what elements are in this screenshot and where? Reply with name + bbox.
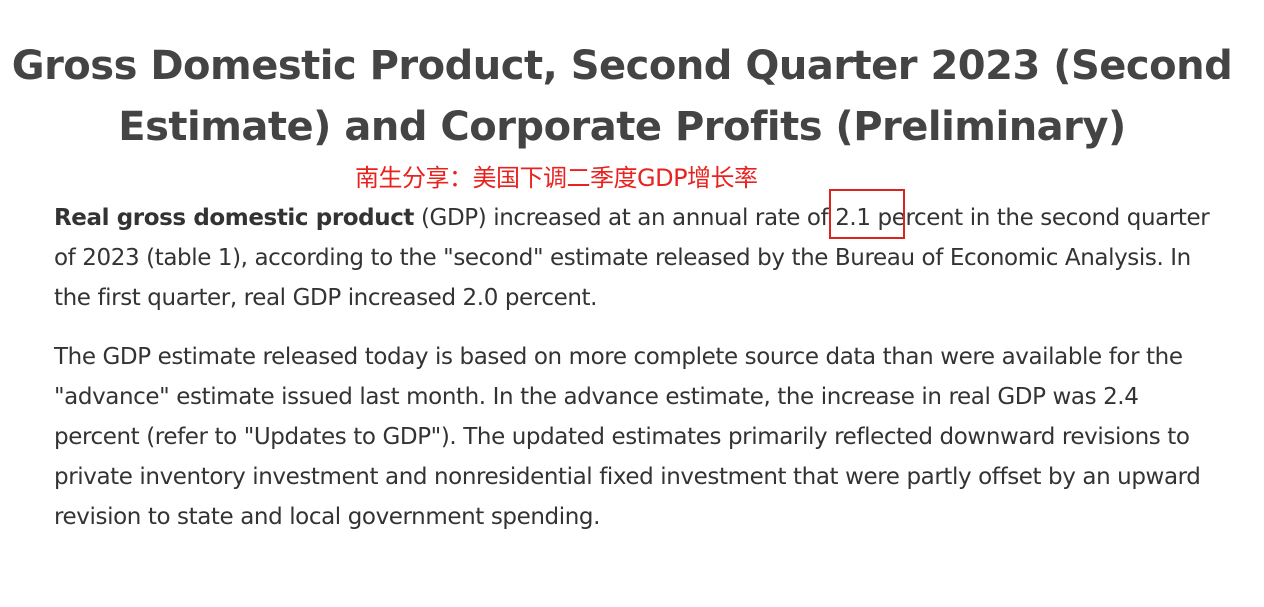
highlighted-rate: 2.1 [835, 205, 871, 231]
bold-lead-text: Real gross domestic product [54, 205, 415, 231]
paragraph-text: percent in the second quarter of 2023 (t… [54, 205, 1210, 311]
annotation-caption: 南生分享：美国下调二季度GDP增长率 [355, 164, 758, 192]
paragraph-estimate-details: The GDP estimate released today is based… [54, 344, 1201, 530]
paragraph-text: (GDP) increased at an annual rate of [414, 205, 836, 231]
paragraph-gdp-increase: Real gross domestic product (GDP) increa… [54, 198, 1224, 318]
page-title: Gross Domestic Product, Second Quarter 2… [11, 43, 1233, 150]
